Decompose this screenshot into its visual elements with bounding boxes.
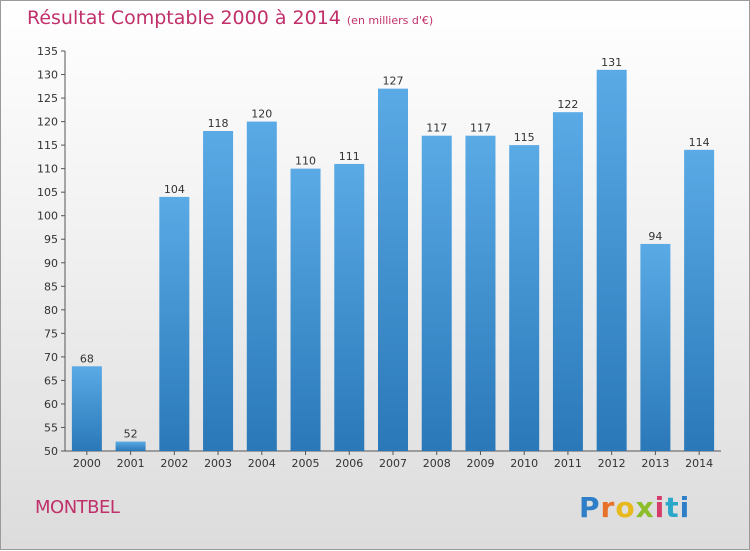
chart-title: Résultat Comptable 2000 à 2014 (en millie… (27, 7, 433, 29)
bar-2009 (465, 135, 496, 452)
y-tick-label: 50 (44, 445, 58, 458)
x-tick-label: 2010 (510, 457, 538, 470)
bar-2012 (596, 69, 627, 451)
data-label: 131 (601, 56, 622, 69)
data-label: 120 (251, 108, 272, 121)
x-tick-label: 2001 (117, 457, 145, 470)
logo-letter: x (635, 491, 655, 524)
y-tick-label: 115 (37, 139, 58, 152)
x-tick-label: 2008 (423, 457, 451, 470)
bar-2006 (334, 163, 365, 452)
y-tick-label: 55 (44, 421, 58, 434)
y-tick-label: 65 (44, 374, 58, 387)
bar-2013 (640, 243, 671, 451)
logo-letter: r (600, 491, 616, 524)
x-tick-label: 2002 (160, 457, 188, 470)
bar-2002 (159, 196, 190, 451)
commune-name: MONTBEL (35, 497, 120, 518)
data-label: 111 (339, 150, 360, 163)
data-label: 68 (80, 352, 94, 365)
y-tick-label: 120 (37, 116, 58, 129)
x-tick-label: 2014 (685, 457, 713, 470)
x-tick-label: 2006 (335, 457, 363, 470)
y-tick-label: 110 (37, 163, 58, 176)
y-tick-label: 130 (37, 69, 58, 82)
chart-labels: 2000 68 2001 52 2002 104 2003 118 2004 120 2005 110… (73, 56, 713, 470)
bar-2000 (71, 366, 102, 451)
bar-2014 (684, 149, 715, 451)
x-tick-label: 2011 (554, 457, 582, 470)
y-tick-label: 90 (44, 257, 58, 270)
data-label: 115 (514, 131, 535, 144)
x-tick-label: 2009 (466, 457, 494, 470)
y-tick-label: 95 (44, 233, 58, 246)
y-tick-label: 80 (44, 304, 58, 317)
data-label: 94 (648, 230, 662, 243)
logo-letter: t (665, 491, 680, 524)
y-tick-label: 75 (44, 327, 58, 340)
x-tick-label: 2007 (379, 457, 407, 470)
chart-bars (71, 69, 715, 452)
bar-2004 (246, 121, 277, 452)
bar-2005 (290, 168, 321, 451)
x-tick-label: 2012 (598, 457, 626, 470)
y-tick-label: 60 (44, 398, 58, 411)
logo-letter: i (654, 491, 666, 524)
data-label: 117 (426, 122, 447, 135)
y-tick-label: 135 (37, 45, 58, 58)
bar-2001 (115, 441, 146, 451)
data-label: 110 (295, 155, 316, 168)
y-tick-label: 70 (44, 351, 58, 364)
bar-2010 (509, 145, 540, 451)
y-tick-label: 100 (37, 210, 58, 223)
data-label: 117 (470, 122, 491, 135)
y-tick-label: 85 (44, 280, 58, 293)
bar-2011 (552, 112, 583, 452)
bar-2007 (378, 88, 408, 451)
data-label: 122 (557, 98, 578, 111)
y-tick-label: 125 (37, 92, 58, 105)
logo-letter: o (615, 491, 636, 524)
bar-2008 (421, 135, 452, 452)
data-label: 114 (689, 136, 710, 149)
logo-letter: i (679, 491, 691, 524)
x-tick-label: 2000 (73, 457, 101, 470)
logo-letter: P (579, 491, 601, 524)
data-label: 52 (124, 428, 138, 441)
data-label: 104 (164, 183, 185, 196)
x-tick-label: 2013 (641, 457, 669, 470)
y-tick-label: 105 (37, 186, 58, 199)
x-tick-label: 2005 (292, 457, 320, 470)
x-tick-label: 2003 (204, 457, 232, 470)
chart-subtitle: (en milliers d'€) (346, 14, 434, 27)
data-label: 118 (208, 117, 229, 130)
data-label: 127 (383, 75, 404, 88)
x-tick-label: 2004 (248, 457, 276, 470)
chart-title-text: Résultat Comptable 2000 à 2014 (27, 7, 341, 29)
proxiti-logo: Proxiti (579, 491, 690, 524)
bar-2003 (203, 131, 234, 451)
